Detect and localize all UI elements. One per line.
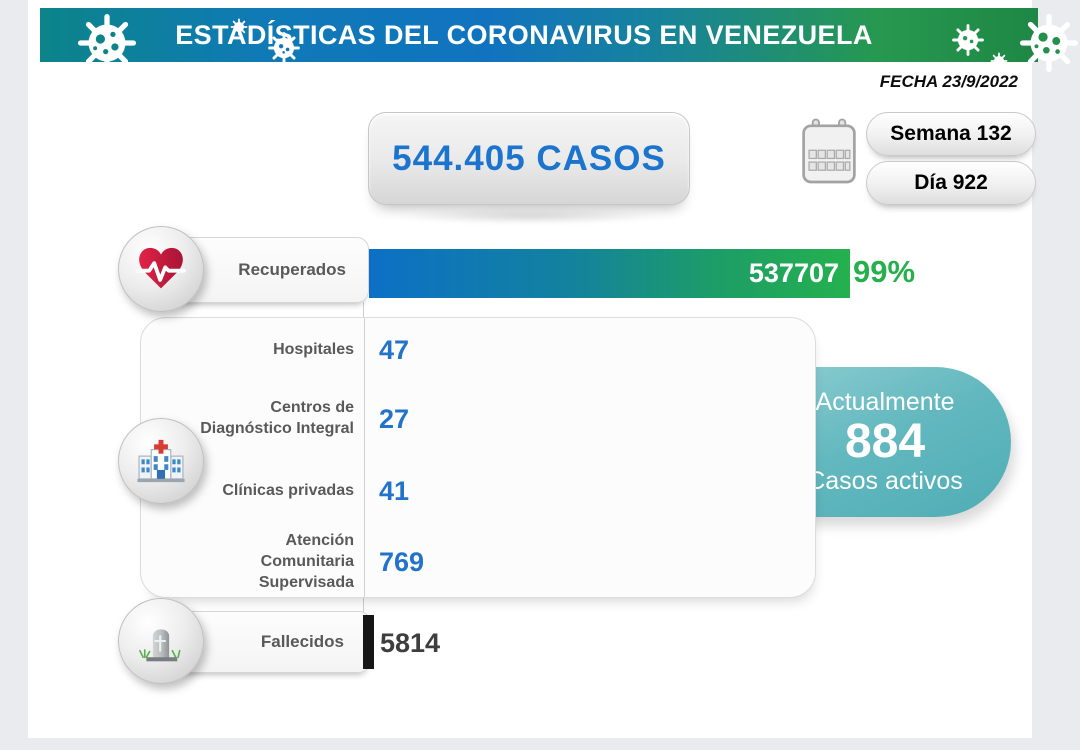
virus-icon (77, 13, 137, 73)
hospital-icon (137, 439, 185, 483)
care-row-label: Clínicas privadas (222, 481, 354, 499)
recovered-bar: 537707 (369, 249, 850, 298)
week-label: Semana 132 (890, 122, 1012, 145)
total-cases-value: 544.405 CASOS (392, 138, 666, 178)
calendar-icon (802, 118, 856, 184)
day-badge: Día 922 (866, 161, 1036, 205)
page-title: ESTADÍSTICAS DEL CORONAVIRUS EN VENEZUEL… (175, 19, 873, 50)
tombstone-icon (139, 629, 181, 662)
active-cases-caption-bottom: Casos activos (807, 467, 963, 496)
recovered-value: 537707 (748, 258, 839, 288)
table-row: Hospitales 47 (141, 318, 815, 382)
active-cases-box: Actualmente 884 Casos activos (781, 367, 1011, 517)
total-cases-box: 544.405 CASOS (368, 112, 690, 205)
table-row: Centros de Diagnóstico Integral 27 (141, 382, 815, 456)
deceased-bar (363, 615, 374, 669)
care-locations-badge (118, 418, 204, 504)
care-row-label: Centros de Diagnóstico Integral (200, 399, 354, 437)
virus-icon (1019, 13, 1079, 73)
table-row: Clínicas privadas 41 (141, 456, 815, 526)
header-banner: ESTADÍSTICAS DEL CORONAVIRUS EN VENEZUEL… (40, 8, 1079, 73)
week-badge: Semana 132 (866, 112, 1036, 156)
deceased-value: 5814 (380, 628, 441, 658)
recovered-label: Recuperados (238, 260, 346, 279)
care-row-value: 27 (379, 403, 410, 434)
table-row: Atención Comunitaria Supervisada 769 (141, 526, 815, 599)
recovered-badge (118, 226, 204, 312)
care-row-label: Atención Comunitaria Supervisada (258, 532, 354, 591)
care-row-value: 769 (379, 547, 425, 577)
virus-icon (952, 24, 984, 56)
care-row-label: Hospitales (273, 340, 354, 358)
care-row-value: 41 (379, 475, 410, 506)
day-label: Día 922 (914, 171, 988, 194)
heart-pulse-icon (136, 247, 186, 289)
deceased-badge (118, 598, 204, 684)
virus-icon (990, 52, 1008, 70)
report-date: FECHA 23/9/2022 (879, 72, 1018, 91)
care-locations-panel: Hospitales 47 Centros de Diagnóstico Int… (140, 317, 816, 598)
care-row-value: 47 (379, 334, 410, 365)
deceased-label: Fallecidos (260, 632, 344, 651)
active-cases-value: 884 (844, 414, 926, 468)
panel-divider (364, 318, 365, 597)
virus-icon (268, 32, 300, 64)
virus-icon (230, 18, 248, 36)
active-cases-caption-top: Actualmente (815, 388, 955, 417)
recovered-percent: 99% (853, 254, 916, 289)
